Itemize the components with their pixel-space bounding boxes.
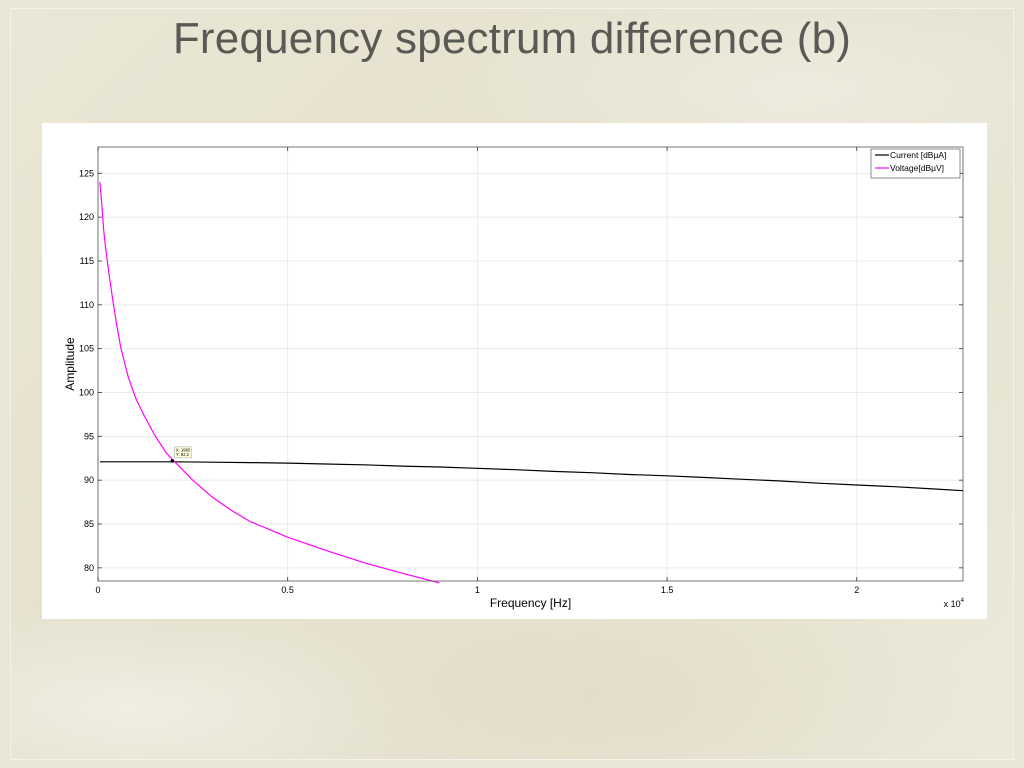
series-line-voltage: [99, 182, 440, 584]
x-axis-label: Frequency [Hz]: [490, 596, 571, 610]
y-tick-label: 85: [84, 519, 94, 529]
data-tip-x: X: 1960: [176, 447, 191, 452]
data-tip-y: Y: 92.2: [176, 452, 190, 457]
y-tick-label: 105: [79, 344, 94, 354]
slide-title: Frequency spectrum difference (b): [172, 14, 852, 63]
y-tick-label: 120: [79, 212, 94, 222]
y-tick-label: 100: [79, 387, 94, 397]
y-tick-label: 90: [84, 475, 94, 485]
data-tip-marker: [170, 459, 175, 463]
x-tick-label: 0.5: [281, 585, 294, 595]
x-multiplier-base: x 10: [944, 599, 961, 609]
data-tip-box: [174, 446, 192, 459]
legend[interactable]: Current [dBµA] Voltage[dBµV]: [870, 148, 961, 179]
x-tick-label: 1.5: [661, 585, 674, 595]
chart-svg: 0 0.5 1 1.5 2 80 85 90 95 100 105 110 115 120 125 Freq…: [63, 146, 965, 610]
x-tick-label: 1: [475, 585, 480, 595]
plot-frame: [97, 146, 964, 582]
y-tick-label: 125: [79, 168, 94, 178]
y-tick-label: 95: [84, 431, 94, 441]
chart-panel: 0 0.5 1 1.5 2 80 85 90 95 100 105 110 115 120 125 Freq…: [42, 123, 987, 619]
y-axis-label: Amplitude: [63, 337, 77, 391]
y-tick-label: 115: [80, 256, 94, 266]
tick-layer: 0 0.5 1 1.5 2 80 85 90 95 100 105 110 115 120 125: [79, 147, 963, 595]
grid-layer: [97, 147, 963, 581]
y-tick-label: 110: [80, 300, 94, 310]
x-multiplier-exponent: 4: [961, 598, 965, 604]
x-axis-multiplier: x 104: [944, 598, 965, 609]
y-tick-label: 80: [84, 563, 94, 573]
x-tick-label: 2: [854, 585, 859, 595]
x-tick-label: 0: [95, 585, 100, 595]
series-layer: [99, 182, 964, 584]
legend-label-current: Current [dBµA]: [890, 150, 946, 160]
series-line-current: [99, 461, 964, 492]
legend-label-voltage: Voltage[dBµV]: [890, 163, 944, 173]
legend-box: [870, 148, 961, 179]
